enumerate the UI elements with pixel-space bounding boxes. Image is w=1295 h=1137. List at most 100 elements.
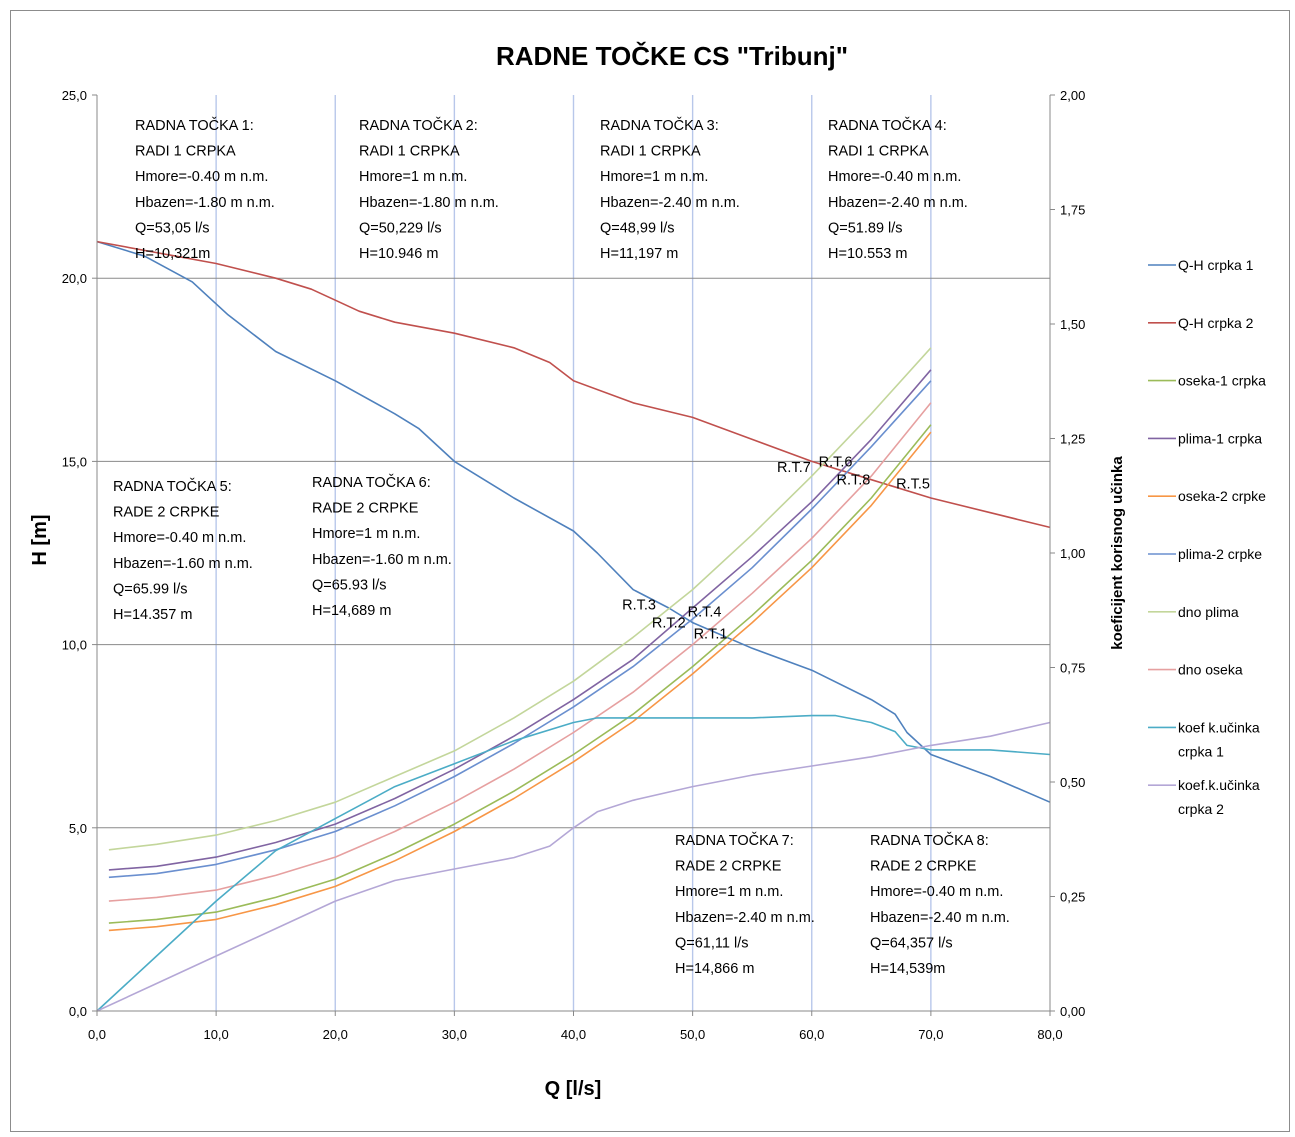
annotation-line: H=14,689 m [312, 603, 391, 619]
series-line-10 [96, 721, 1051, 1012]
point-label: R.T.1 [694, 627, 728, 643]
annotation-line: Q=51.89 l/s [828, 220, 903, 236]
annotation-line: Hmore=1 m n.m. [312, 526, 420, 542]
annotation-line: Hbazen=-2.40 m n.m. [870, 910, 1010, 926]
legend-label: oseka-2 crpke [1178, 488, 1266, 504]
point-label: R.T.2 [652, 616, 686, 632]
annotation-line: Hbazen=-1.60 m n.m. [113, 556, 253, 572]
y2-tick-label: 1,25 [1060, 432, 1085, 447]
legend-label: koef k.učinka [1178, 719, 1260, 735]
y2-tick-label: 0,00 [1060, 1004, 1085, 1019]
point-label: R.T.4 [688, 605, 722, 621]
axes: 0,0 10,0 20,0 30,0 40,0 50,0 60,0 70,0 80,0 0,0 5,… [62, 88, 1086, 1042]
annotation-line: Q=53,05 l/s [135, 220, 210, 236]
annotation-line: H=11,197 m [600, 246, 678, 262]
annotation-line: RADNA TOČKA 2: [359, 117, 478, 134]
annotation-line: Hmore=-0.40 m n.m. [828, 169, 961, 185]
annotation-line: Hmore=1 m n.m. [675, 884, 783, 900]
x-tick-label: 30,0 [442, 1027, 467, 1042]
annotation-line: H=14,866 m [675, 961, 754, 977]
point-label: R.T.6 [819, 454, 853, 470]
series-line-7 [108, 347, 932, 851]
annotation-line: Hmore=1 m n.m. [600, 169, 708, 185]
x-tick-label: 50,0 [680, 1027, 705, 1042]
point-label: R.T.8 [837, 473, 871, 489]
series-line-8 [108, 402, 932, 902]
annotation-line: H=14,539m [870, 961, 945, 977]
annotation-line: RADNA TOČKA 5: [113, 478, 232, 495]
point-label: R.T.3 [622, 597, 656, 613]
annotation-line: Hmore=-0.40 m n.m. [135, 169, 268, 185]
x-tick-label: 70,0 [918, 1027, 943, 1042]
annotation-line: RADNA TOČKA 3: [600, 117, 719, 134]
legend-label: koef.k.učinka [1178, 777, 1260, 793]
legend-label: Q-H crpka 1 [1178, 257, 1254, 273]
legend-label: dno plima [1178, 604, 1239, 620]
annotation-line: RADE 2 CRPKE [870, 859, 977, 875]
x-tick-label: 0,0 [88, 1027, 106, 1042]
annotation-line: Hmore=-0.40 m n.m. [870, 884, 1003, 900]
point-labels: R.T.1 R.T.2 R.T.3 R.T.4 R.T.5 R.T.6 R.T.7 R.T.8 [622, 454, 930, 642]
series-line-2 [96, 240, 1051, 529]
y-axis-title: H [m] [29, 514, 51, 565]
x-tick-label: 10,0 [203, 1027, 228, 1042]
annotation-line: RADNA TOČKA 7: [675, 832, 794, 849]
y-tick-label: 15,0 [62, 454, 87, 469]
y2-tick-label: 1,00 [1060, 546, 1085, 561]
legend-label: dno oseka [1178, 662, 1243, 678]
annotation-line: RADE 2 CRPKE [113, 505, 220, 521]
y2-tick-label: 0,50 [1060, 775, 1085, 790]
annotation-line: Q=50,229 l/s [359, 220, 442, 236]
annotation-line: H=10,321m [135, 246, 210, 262]
annotation-line: Q=65.93 l/s [312, 577, 387, 593]
annotation-line: RADI 1 CRPKA [828, 144, 929, 160]
legend: Q-H crpka 1 Q-H crpka 2 oseka-1 crpka plima… [1148, 257, 1266, 817]
legend-label: oseka-1 crpka [1178, 373, 1266, 389]
series-line-9 [96, 714, 1051, 1012]
annotation-line: H=14.357 m [113, 607, 192, 623]
annotations: RADNA TOČKA 1: RADI 1 CRPKA Hmore=-0.40 m … [113, 117, 1010, 977]
annotation-line: RADI 1 CRPKA [135, 144, 236, 160]
annotation-line: RADNA TOČKA 1: [135, 117, 254, 134]
series-line-6 [108, 380, 932, 879]
series-line-5 [108, 431, 932, 932]
x-axis-title: Q [l/s] [545, 1078, 602, 1100]
annotation-line: Hbazen=-1.80 m n.m. [359, 195, 499, 211]
point-label: R.T.7 [777, 460, 811, 476]
y2-tick-label: 1,50 [1060, 317, 1085, 332]
x-tick-label: 40,0 [561, 1027, 586, 1042]
annotation-line: Hbazen=-2.40 m n.m. [675, 910, 815, 926]
annotation-line: Hmore=-0.40 m n.m. [113, 530, 246, 546]
y2-tick-label: 0,75 [1060, 661, 1085, 676]
y-tick-label: 10,0 [62, 638, 87, 653]
annotation-line: RADNA TOČKA 4: [828, 117, 947, 134]
annotation-line: Q=48,99 l/s [600, 220, 675, 236]
legend-label: crpka 2 [1178, 801, 1224, 817]
annotation-line: RADI 1 CRPKA [359, 144, 460, 160]
y2-tick-label: 2,00 [1060, 88, 1085, 103]
annotation-line: Q=65.99 l/s [113, 581, 188, 597]
legend-label: crpka 1 [1178, 743, 1224, 759]
series-layer [96, 240, 1051, 1012]
annotation-line: Hbazen=-2.40 m n.m. [828, 195, 968, 211]
y2-tick-label: 0,25 [1060, 890, 1085, 905]
y2-axis-title: koeficijent korisnog učinka [1109, 456, 1126, 650]
x-tick-label: 60,0 [799, 1027, 824, 1042]
x-tick-label: 20,0 [323, 1027, 348, 1042]
y-tick-label: 25,0 [62, 88, 87, 103]
grid [97, 95, 1050, 1011]
annotation-line: RADNA TOČKA 6: [312, 474, 431, 491]
x-tick-label: 80,0 [1037, 1027, 1062, 1042]
chart-frame [10, 10, 1290, 1132]
annotation-line: RADE 2 CRPKE [312, 501, 419, 517]
legend-label: Q-H crpka 2 [1178, 315, 1254, 331]
series-line-1 [96, 240, 1051, 803]
annotation-line: H=10.553 m [828, 246, 907, 262]
legend-label: plima-2 crpke [1178, 546, 1262, 562]
annotation-line: RADNA TOČKA 8: [870, 832, 989, 849]
annotation-line: RADI 1 CRPKA [600, 144, 701, 160]
annotation-line: Hbazen=-1.60 m n.m. [312, 552, 452, 568]
legend-label: plima-1 crpka [1178, 430, 1262, 446]
series-line-4 [108, 369, 932, 871]
